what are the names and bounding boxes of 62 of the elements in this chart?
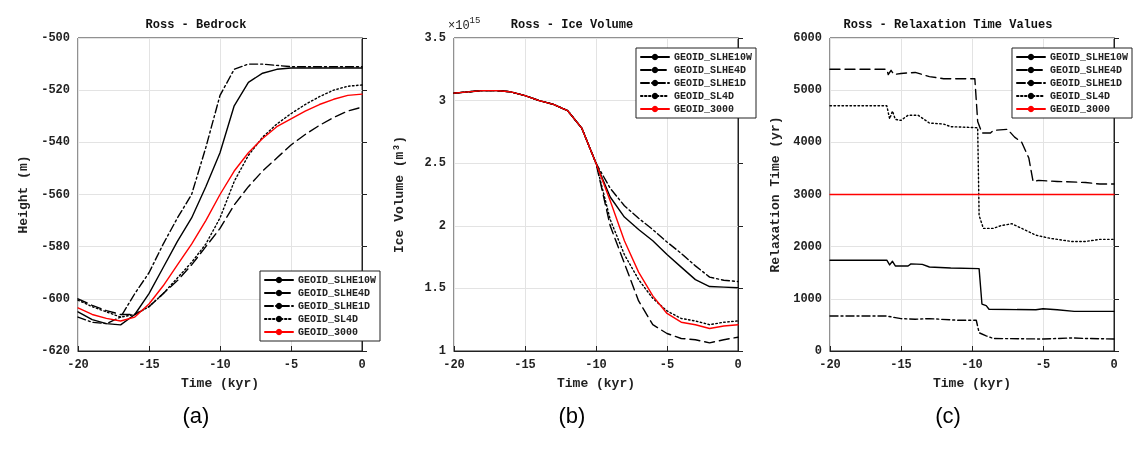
- x-tick-label: -15: [514, 358, 536, 372]
- x-tick-label: -5: [659, 358, 675, 372]
- legend-label: GEOID_SLHE10W: [1049, 51, 1128, 63]
- chart-title: Ross - Ice Volume: [510, 18, 634, 32]
- y-tick-label: -620: [41, 344, 70, 358]
- x-tick-label: -5: [283, 358, 299, 372]
- legend-label: GEOID_SL4D: [1049, 90, 1110, 102]
- y-tick-label: 1000: [793, 291, 822, 306]
- x-axis-title: Time (kyr): [932, 376, 1012, 391]
- x-tick-label: -10: [961, 358, 983, 372]
- chart-title: Ross - Bedrock: [145, 18, 247, 32]
- text: (c): [934, 403, 962, 429]
- y-tick-label: 4000: [793, 135, 822, 150]
- y-tick-label: 2: [438, 218, 446, 233]
- y-tick-label: -600: [41, 291, 70, 306]
- y-tick-label: 2000: [793, 239, 822, 254]
- x-tick-label: 0: [358, 358, 366, 372]
- y-tick-label: 3: [438, 93, 446, 108]
- y-tick-label: 3.5: [424, 31, 446, 45]
- y-tick-label: -500: [41, 31, 70, 45]
- legend-label: GEOID_3000: [673, 103, 734, 115]
- y-tick-label: -540: [41, 135, 70, 150]
- legend-label: GEOID_3000: [1049, 103, 1110, 115]
- y-tick-label: 1: [438, 344, 446, 358]
- x-tick-label: 0: [1110, 358, 1118, 372]
- legend-label: GEOID_SLHE4D: [297, 287, 370, 299]
- text: (a): [181, 403, 211, 429]
- legend-label: GEOID_SLHE10W: [673, 51, 752, 63]
- x-tick-label: -5: [1035, 358, 1051, 372]
- y-tick-label: -560: [41, 187, 70, 202]
- y-axis-title: Relaxation Time (yr): [768, 116, 783, 273]
- legend-label: GEOID_SLHE4D: [673, 64, 746, 76]
- x-tick-label: -10: [209, 358, 231, 372]
- x-tick-label: -15: [890, 358, 912, 372]
- y-axis-title: Height (m): [16, 155, 31, 234]
- legend-label: GEOID_SLHE1D: [1049, 77, 1122, 89]
- legend-label: GEOID_SLHE1D: [297, 300, 370, 312]
- legend-label: GEOID_SLHE1D: [673, 77, 746, 89]
- legend-label: GEOID_SLHE4D: [1049, 64, 1122, 76]
- x-axis-title: Time (kyr): [180, 376, 260, 391]
- legend-label: GEOID_SLHE10W: [297, 274, 376, 286]
- x-axis-title: Time (kyr): [556, 376, 636, 391]
- x-tick-label: 0: [734, 358, 742, 372]
- x-tick-label: -20: [67, 358, 89, 372]
- y-axis-title: Ice Volume (m³): [392, 135, 407, 254]
- y-tick-label: 2.5: [424, 156, 446, 171]
- y-tick-label: 5000: [793, 83, 822, 98]
- x-tick-label: -10: [585, 358, 607, 372]
- legend-label: GEOID_SL4D: [673, 90, 734, 102]
- text: (b): [557, 403, 587, 429]
- y-tick-label: -520: [41, 83, 70, 98]
- chart-title: Ross - Relaxation Time Values: [843, 18, 1053, 32]
- y-tick-label: 6000: [793, 31, 822, 45]
- x-tick-label: -20: [443, 358, 465, 372]
- y-tick-label: -580: [41, 239, 70, 254]
- x-tick-label: -15: [138, 358, 160, 372]
- y-tick-label: 0: [814, 344, 822, 358]
- legend-label: GEOID_3000: [297, 326, 358, 338]
- legend-label: GEOID_SL4D: [297, 313, 358, 325]
- y-tick-label: 3000: [793, 187, 822, 202]
- y-tick-label: 1.5: [424, 281, 446, 296]
- x-tick-label: -20: [819, 358, 841, 372]
